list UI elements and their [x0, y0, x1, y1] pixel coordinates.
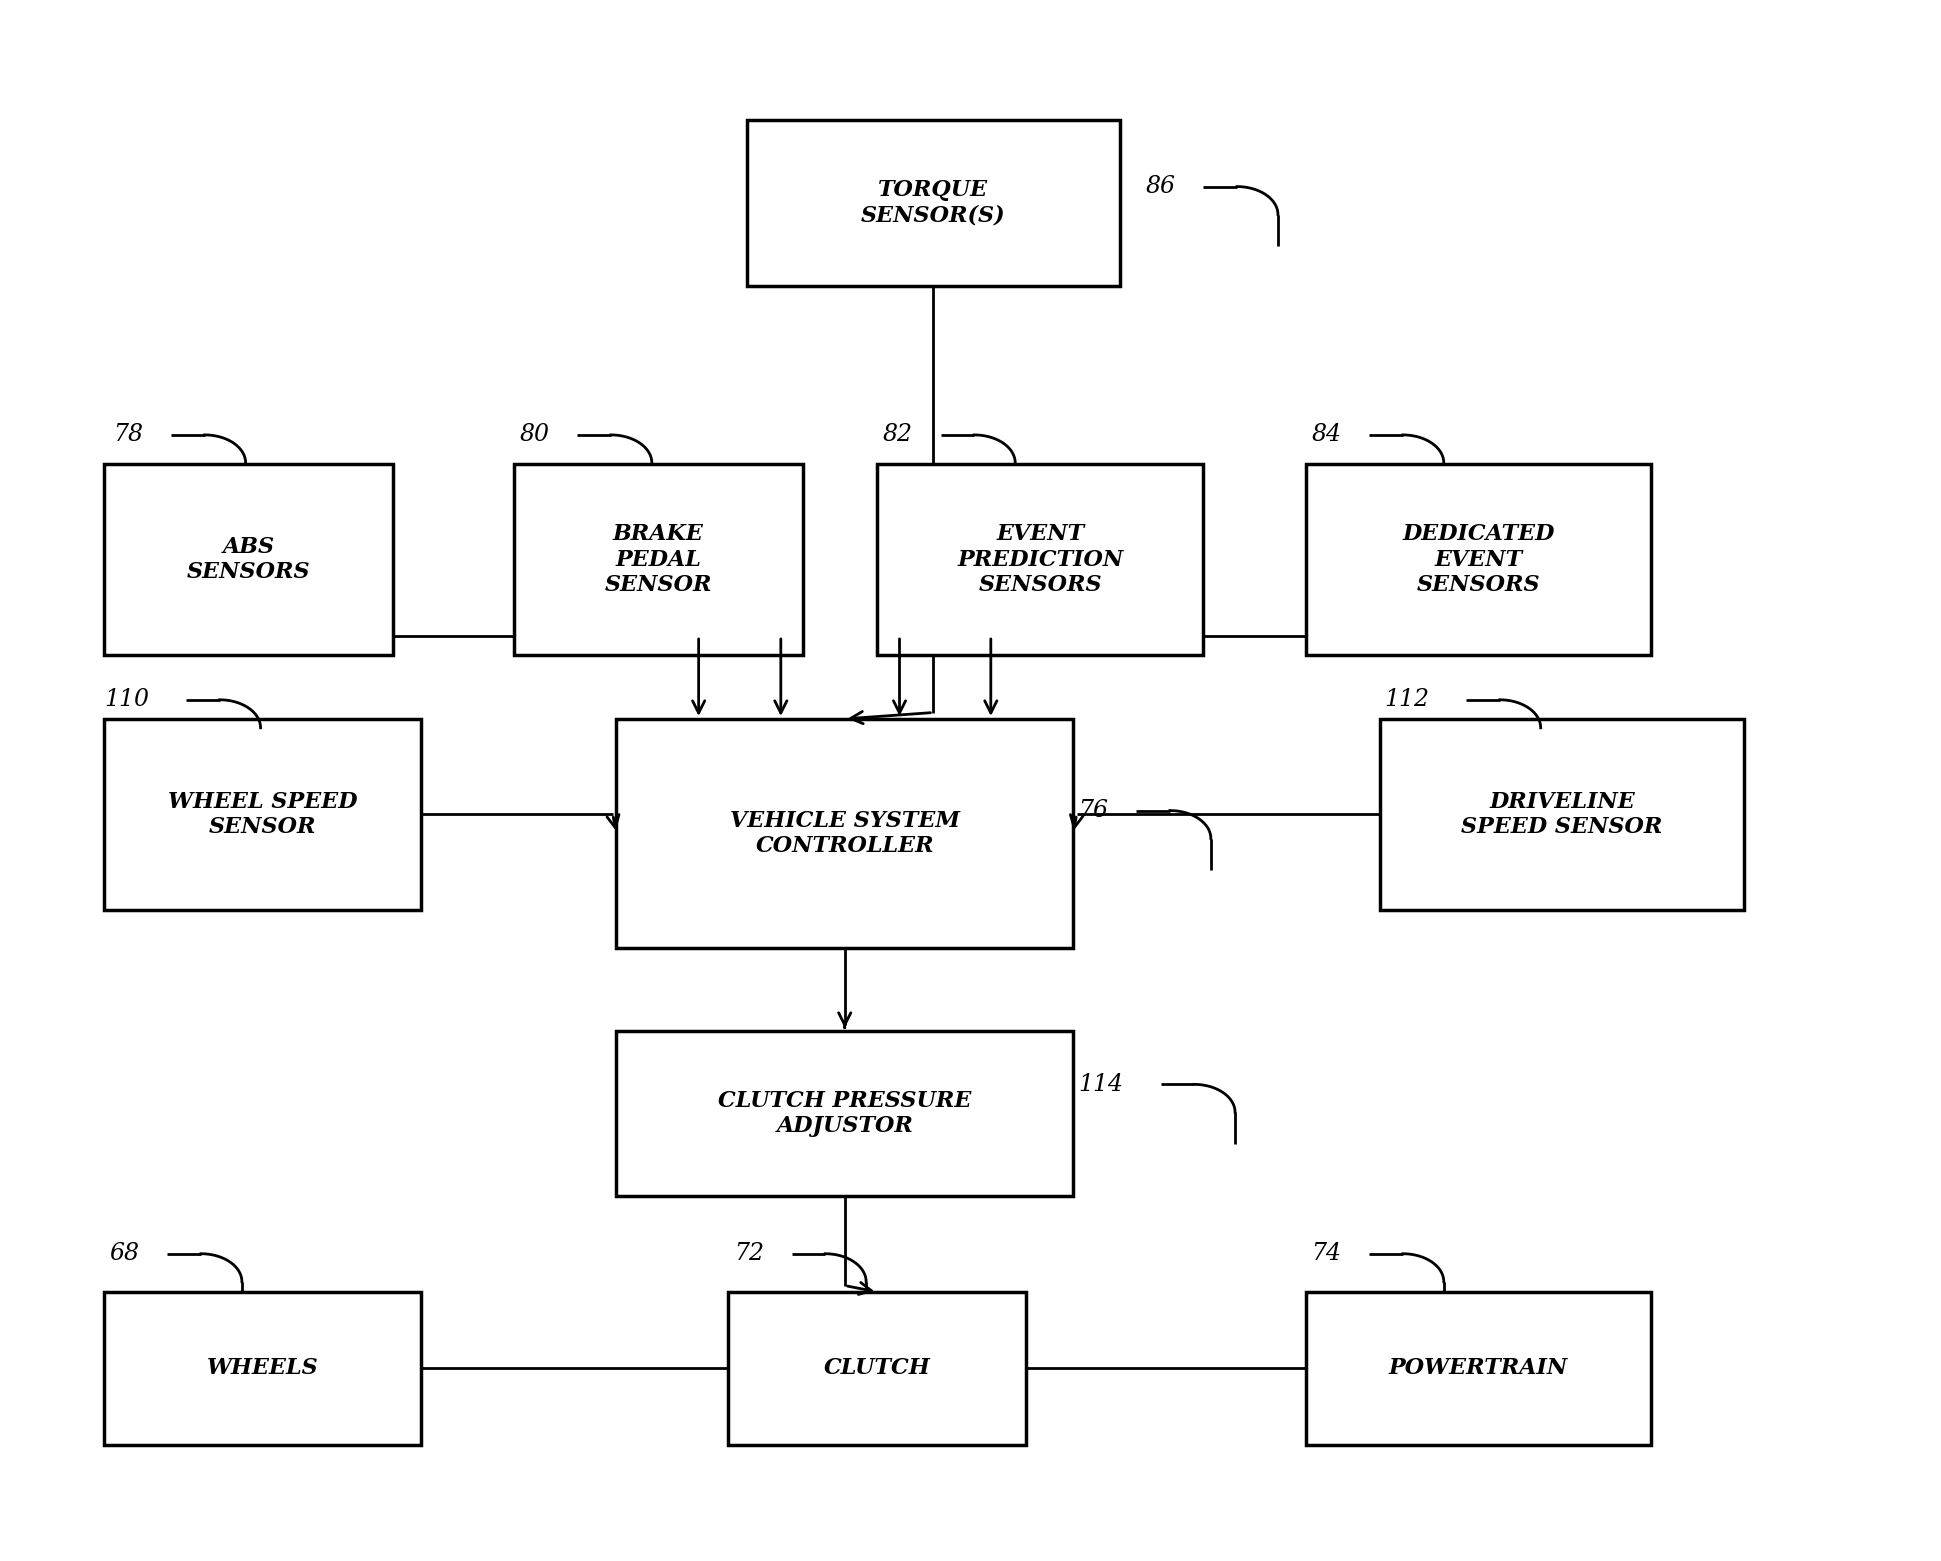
Text: 72: 72 [734, 1243, 765, 1266]
Bar [105, 1293, 421, 1445]
Text: 74: 74 [1312, 1243, 1341, 1266]
Text: 80: 80 [520, 423, 549, 446]
Text: 110: 110 [105, 688, 149, 712]
Text: CLUTCH: CLUTCH [825, 1358, 930, 1380]
Bar [877, 464, 1203, 656]
Text: CLUTCH PRESSURE
ADJUSTOR: CLUTCH PRESSURE ADJUSTOR [718, 1090, 970, 1138]
Bar [105, 464, 392, 656]
Text: 86: 86 [1145, 175, 1176, 198]
Bar [1306, 464, 1650, 656]
Bar [747, 120, 1120, 286]
Text: WHEELS: WHEELS [206, 1358, 318, 1380]
Text: 84: 84 [1312, 423, 1341, 446]
Text: BRAKE
PEDAL
SENSOR: BRAKE PEDAL SENSOR [606, 523, 712, 596]
Bar [514, 464, 804, 656]
Bar [617, 720, 1073, 948]
Text: 112: 112 [1384, 688, 1429, 712]
Text: 76: 76 [1079, 799, 1108, 823]
Bar [728, 1293, 1027, 1445]
Bar [1380, 720, 1743, 910]
Text: POWERTRAIN: POWERTRAIN [1388, 1358, 1568, 1380]
Text: ABS
SENSORS: ABS SENSORS [186, 535, 311, 584]
Bar [617, 1030, 1073, 1196]
Text: DEDICATED
EVENT
SENSORS: DEDICATED EVENT SENSORS [1401, 523, 1555, 596]
Text: WHEEL SPEED
SENSOR: WHEEL SPEED SENSOR [167, 791, 357, 838]
Text: TORQUE
SENSOR(S): TORQUE SENSOR(S) [862, 180, 1005, 226]
Text: VEHICLE SYSTEM
CONTROLLER: VEHICLE SYSTEM CONTROLLER [730, 810, 959, 857]
Bar [1306, 1293, 1650, 1445]
Bar [105, 720, 421, 910]
Text: 82: 82 [883, 423, 912, 446]
Text: DRIVELINE
SPEED SENSOR: DRIVELINE SPEED SENSOR [1462, 791, 1663, 838]
Text: EVENT
PREDICTION
SENSORS: EVENT PREDICTION SENSORS [957, 523, 1124, 596]
Text: 68: 68 [109, 1243, 140, 1266]
Text: 114: 114 [1079, 1072, 1124, 1096]
Text: 78: 78 [113, 423, 144, 446]
